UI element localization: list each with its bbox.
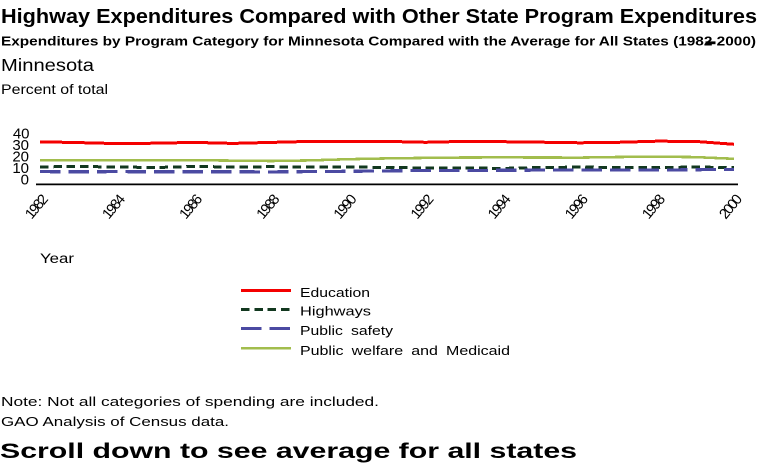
svg-text:1988: 1988 bbox=[254, 192, 283, 223]
svg-text:Note: Not all categories of sp: Note: Not all categories of spending are… bbox=[1, 394, 379, 409]
svg-text:1990: 1990 bbox=[331, 192, 360, 223]
svg-text:0: 0 bbox=[21, 171, 29, 188]
svg-text:Public safety: Public safety bbox=[300, 323, 394, 338]
svg-text:1998: 1998 bbox=[639, 192, 668, 223]
svg-text:Year: Year bbox=[40, 251, 75, 266]
svg-text:1986: 1986 bbox=[177, 192, 206, 223]
svg-text:40: 40 bbox=[13, 125, 30, 142]
svg-text:2000: 2000 bbox=[717, 192, 746, 223]
svg-text:Scroll down to see average for: Scroll down to see average for all state… bbox=[0, 440, 577, 463]
svg-text:10: 10 bbox=[12, 160, 29, 177]
svg-text:1982: 1982 bbox=[22, 192, 51, 223]
svg-text:30: 30 bbox=[12, 137, 29, 154]
svg-text:Percent of total: Percent of total bbox=[1, 82, 108, 97]
svg-text:Highways: Highways bbox=[300, 304, 372, 319]
svg-text:1984: 1984 bbox=[100, 192, 129, 223]
svg-text:1996: 1996 bbox=[562, 192, 591, 223]
svg-text:1992: 1992 bbox=[408, 192, 437, 223]
svg-text:Education: Education bbox=[300, 285, 370, 300]
svg-text:1994: 1994 bbox=[485, 192, 514, 223]
svg-text:Public welfare and Medicaid: Public welfare and Medicaid bbox=[300, 343, 510, 358]
svg-text:Highway Expenditures Compared: Highway Expenditures Compared with Other… bbox=[1, 6, 757, 28]
svg-text:Expenditures by Program Catego: Expenditures by Program Category for Min… bbox=[1, 34, 756, 49]
svg-text:GAO Analysis of Census data.: GAO Analysis of Census data. bbox=[1, 414, 229, 429]
svg-text:Minnesota: Minnesota bbox=[1, 55, 94, 75]
svg-text:20: 20 bbox=[12, 148, 29, 165]
